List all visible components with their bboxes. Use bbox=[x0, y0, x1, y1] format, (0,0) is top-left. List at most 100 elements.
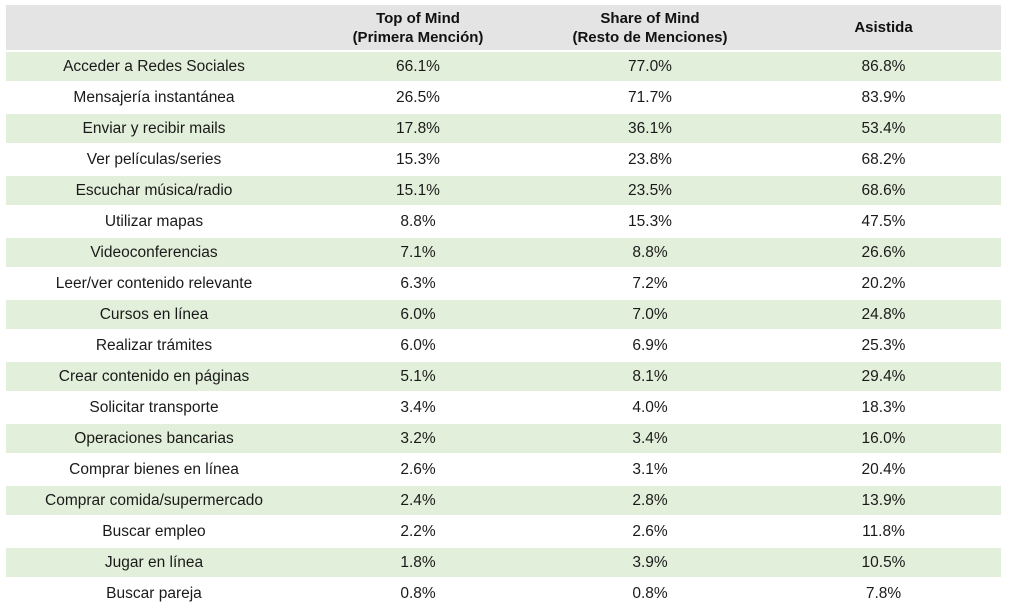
cell-activity: Ver películas/series bbox=[6, 143, 302, 175]
table-row: Utilizar mapas 8.8% 15.3% 47.5% bbox=[6, 205, 1001, 237]
cell-top-of-mind: 1.8% bbox=[302, 546, 534, 578]
cell-asistida: 25.3% bbox=[766, 329, 1001, 361]
cell-asistida: 10.5% bbox=[766, 546, 1001, 578]
cell-top-of-mind: 3.2% bbox=[302, 422, 534, 454]
table-row: Acceder a Redes Sociales 66.1% 77.0% 86.8% bbox=[6, 50, 1001, 82]
table-row: Buscar empleo 2.2% 2.6% 11.8% bbox=[6, 515, 1001, 547]
cell-top-of-mind: 6.0% bbox=[302, 298, 534, 330]
table-row: Leer/ver contenido relevante 6.3% 7.2% 20.2… bbox=[6, 267, 1001, 299]
table-row: Videoconferencias 7.1% 8.8% 26.6% bbox=[6, 236, 1001, 268]
cell-top-of-mind: 2.6% bbox=[302, 453, 534, 485]
cell-asistida: 7.8% bbox=[766, 577, 1001, 608]
header-asistida: Asistida bbox=[766, 5, 1001, 51]
cell-asistida: 24.8% bbox=[766, 298, 1001, 330]
cell-activity: Enviar y recibir mails bbox=[6, 112, 302, 144]
cell-asistida: 86.8% bbox=[766, 50, 1001, 82]
header-share-of-mind: Share of Mind (Resto de Menciones) bbox=[534, 5, 766, 51]
cell-asistida: 53.4% bbox=[766, 112, 1001, 144]
cell-activity: Comprar bienes en línea bbox=[6, 453, 302, 485]
cell-activity: Escuchar música/radio bbox=[6, 174, 302, 206]
cell-top-of-mind: 2.4% bbox=[302, 484, 534, 516]
header-activity bbox=[6, 5, 302, 51]
cell-asistida: 83.9% bbox=[766, 81, 1001, 113]
cell-share-of-mind: 3.1% bbox=[534, 453, 766, 485]
cell-activity: Leer/ver contenido relevante bbox=[6, 267, 302, 299]
cell-top-of-mind: 26.5% bbox=[302, 81, 534, 113]
table-row: Realizar trámites 6.0% 6.9% 25.3% bbox=[6, 329, 1001, 361]
cell-asistida: 11.8% bbox=[766, 515, 1001, 547]
cell-share-of-mind: 7.0% bbox=[534, 298, 766, 330]
table-row: Comprar bienes en línea 2.6% 3.1% 20.4% bbox=[6, 453, 1001, 485]
cell-activity: Jugar en línea bbox=[6, 546, 302, 578]
header-row: Top of Mind (Primera Mención) Share of M… bbox=[6, 5, 1001, 51]
table-row: Enviar y recibir mails 17.8% 36.1% 53.4% bbox=[6, 112, 1001, 144]
cell-share-of-mind: 23.5% bbox=[534, 174, 766, 206]
cell-share-of-mind: 77.0% bbox=[534, 50, 766, 82]
cell-top-of-mind: 7.1% bbox=[302, 236, 534, 268]
header-top-of-mind: Top of Mind (Primera Mención) bbox=[302, 5, 534, 51]
cell-asistida: 18.3% bbox=[766, 391, 1001, 423]
cell-share-of-mind: 8.8% bbox=[534, 236, 766, 268]
cell-top-of-mind: 2.2% bbox=[302, 515, 534, 547]
cell-activity: Utilizar mapas bbox=[6, 205, 302, 237]
cell-share-of-mind: 71.7% bbox=[534, 81, 766, 113]
cell-share-of-mind: 4.0% bbox=[534, 391, 766, 423]
cell-asistida: 16.0% bbox=[766, 422, 1001, 454]
cell-share-of-mind: 8.1% bbox=[534, 360, 766, 392]
cell-share-of-mind: 0.8% bbox=[534, 577, 766, 608]
cell-top-of-mind: 15.3% bbox=[302, 143, 534, 175]
cell-share-of-mind: 23.8% bbox=[534, 143, 766, 175]
cell-activity: Buscar empleo bbox=[6, 515, 302, 547]
cell-share-of-mind: 3.4% bbox=[534, 422, 766, 454]
table-row: Mensajería instantánea 26.5% 71.7% 83.9% bbox=[6, 81, 1001, 113]
cell-asistida: 68.2% bbox=[766, 143, 1001, 175]
cell-top-of-mind: 8.8% bbox=[302, 205, 534, 237]
cell-activity: Realizar trámites bbox=[6, 329, 302, 361]
table-row: Jugar en línea 1.8% 3.9% 10.5% bbox=[6, 546, 1001, 578]
mentions-table: Top of Mind (Primera Mención) Share of M… bbox=[6, 5, 1001, 608]
header-asistida-line-1: Asistida bbox=[854, 19, 913, 36]
cell-share-of-mind: 2.6% bbox=[534, 515, 766, 547]
cell-asistida: 68.6% bbox=[766, 174, 1001, 206]
header-top-of-mind-line-2: (Primera Mención) bbox=[352, 28, 484, 46]
cell-share-of-mind: 6.9% bbox=[534, 329, 766, 361]
cell-activity: Videoconferencias bbox=[6, 236, 302, 268]
cell-share-of-mind: 7.2% bbox=[534, 267, 766, 299]
cell-top-of-mind: 6.3% bbox=[302, 267, 534, 299]
header-share-of-mind-line-1: Share of Mind bbox=[600, 9, 700, 27]
cell-activity: Operaciones bancarias bbox=[6, 422, 302, 454]
cell-activity: Buscar pareja bbox=[6, 577, 302, 608]
cell-top-of-mind: 17.8% bbox=[302, 112, 534, 144]
header-top-of-mind-line-1: Top of Mind bbox=[376, 9, 460, 27]
table-body: Acceder a Redes Sociales 66.1% 77.0% 86.8% M… bbox=[6, 50, 1001, 608]
cell-top-of-mind: 6.0% bbox=[302, 329, 534, 361]
table-row: Ver películas/series 15.3% 23.8% 68.2% bbox=[6, 143, 1001, 175]
table-row: Escuchar música/radio 15.1% 23.5% 68.6% bbox=[6, 174, 1001, 206]
cell-share-of-mind: 2.8% bbox=[534, 484, 766, 516]
cell-asistida: 20.2% bbox=[766, 267, 1001, 299]
cell-top-of-mind: 66.1% bbox=[302, 50, 534, 82]
cell-share-of-mind: 36.1% bbox=[534, 112, 766, 144]
cell-top-of-mind: 0.8% bbox=[302, 577, 534, 608]
cell-asistida: 26.6% bbox=[766, 236, 1001, 268]
cell-asistida: 29.4% bbox=[766, 360, 1001, 392]
cell-asistida: 47.5% bbox=[766, 205, 1001, 237]
table-row: Comprar comida/supermercado 2.4% 2.8% 13.9% bbox=[6, 484, 1001, 516]
table-row: Buscar pareja 0.8% 0.8% 7.8% bbox=[6, 577, 1001, 608]
cell-activity: Mensajería instantánea bbox=[6, 81, 302, 113]
header-share-of-mind-line-2: (Resto de Menciones) bbox=[572, 28, 728, 46]
cell-share-of-mind: 3.9% bbox=[534, 546, 766, 578]
cell-activity: Crear contenido en páginas bbox=[6, 360, 302, 392]
cell-activity: Comprar comida/supermercado bbox=[6, 484, 302, 516]
cell-activity: Cursos en línea bbox=[6, 298, 302, 330]
mentions-table-container: Top of Mind (Primera Mención) Share of M… bbox=[6, 5, 1001, 608]
cell-share-of-mind: 15.3% bbox=[534, 205, 766, 237]
cell-activity: Acceder a Redes Sociales bbox=[6, 50, 302, 82]
cell-asistida: 20.4% bbox=[766, 453, 1001, 485]
table-header: Top of Mind (Primera Mención) Share of M… bbox=[6, 5, 1001, 51]
table-row: Crear contenido en páginas 5.1% 8.1% 29.4% bbox=[6, 360, 1001, 392]
cell-top-of-mind: 3.4% bbox=[302, 391, 534, 423]
cell-asistida: 13.9% bbox=[766, 484, 1001, 516]
cell-top-of-mind: 15.1% bbox=[302, 174, 534, 206]
table-row: Solicitar transporte 3.4% 4.0% 18.3% bbox=[6, 391, 1001, 423]
